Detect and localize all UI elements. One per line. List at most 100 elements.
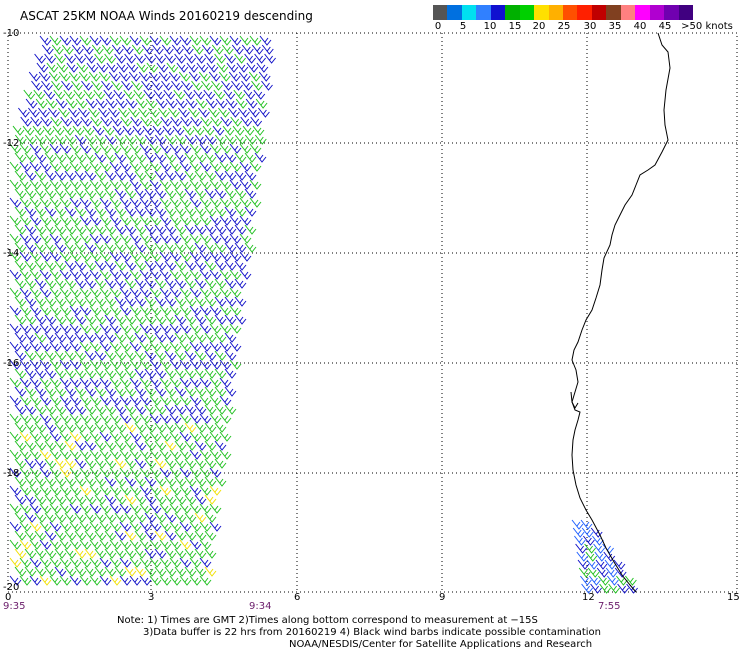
wind-barb [209,467,222,478]
wind-barb [209,521,222,532]
wind-barb [179,341,192,352]
wind-barb [184,188,197,199]
wind-barb [196,62,209,73]
wind-barb [109,251,122,262]
wind-barb [149,179,162,190]
wind-barb [39,575,52,586]
wind-barb [109,521,122,532]
legend-swatch [476,5,492,20]
wind-barb [144,494,157,505]
wind-barb [162,125,175,136]
wind-barb [154,512,167,523]
wind-barb [231,80,243,91]
wind-barb [89,161,102,172]
wind-barb [214,476,227,487]
wind-barb [109,179,122,190]
wind-barb [174,548,187,559]
wind-barb [204,404,217,415]
wind-barb [110,116,123,127]
wind-barb [79,233,92,244]
wind-barb [164,152,177,163]
wind-barb [34,458,47,469]
wind-barb [174,260,187,271]
wind-barb [29,449,42,460]
wind-barb [74,476,87,487]
note-line: NOAA/NESDIS/Center for Satellite Applica… [289,639,593,650]
wind-barb [139,395,152,406]
wind-barb [209,233,222,244]
wind-barb [84,512,97,523]
wind-barb [105,98,118,109]
legend-swatch [505,5,521,20]
wind-barb [179,197,192,208]
wind-barb [44,548,57,559]
wind-barb [49,269,62,280]
wind-barb [241,44,254,55]
wind-barb [14,170,27,181]
legend-label: 45 [658,21,672,32]
wind-barb [99,557,112,568]
wind-barb [168,107,180,118]
wind-barb [64,494,77,505]
wind-barb [219,233,232,244]
wind-barb [174,476,187,487]
wind-barb [34,494,47,505]
wind-barb [114,530,127,541]
wind-barb [44,152,57,163]
wind-barb [174,566,187,577]
wind-barb [84,440,97,451]
wind-barb [209,377,222,388]
map-title: ASCAT 25KM NOAA Winds 20160219 descendin… [20,9,313,23]
wind-barb [129,431,142,442]
island-outline [570,391,579,410]
wind-barb [64,512,77,523]
wind-barb [194,368,207,379]
wind-barb [9,539,22,550]
wind-barb [99,485,112,496]
wind-barb [99,143,112,154]
wind-barb [149,215,162,226]
wind-barb [179,377,192,388]
wind-barb [73,89,86,100]
wind-barb [34,296,47,307]
wind-barb [9,413,22,424]
wind-barb [46,62,59,73]
wind-barb [94,206,107,217]
wind-barb [79,485,92,496]
wind-barb [204,566,217,577]
wind-barb [41,80,53,91]
wind-barb [154,224,167,235]
wind-barb [64,278,77,289]
wind-barb [54,512,67,523]
wind-barb [39,143,52,154]
wind-barb [29,197,42,208]
wind-barb [89,503,102,514]
wind-barb [14,476,27,487]
wind-barb [54,152,67,163]
wind-barb [258,107,270,118]
wind-barb [39,431,52,442]
wind-barb [79,215,92,226]
wind-barb [184,350,197,361]
wind-barb [29,413,42,424]
wind-barb [164,512,177,523]
wind-barb [74,206,87,217]
wind-barb [132,125,145,136]
wind-barb [114,152,127,163]
wind-barb [199,269,212,280]
wind-barb [204,440,217,451]
wind-barb [34,242,47,253]
wind-barb [124,224,137,235]
wind-barb [134,314,147,325]
wind-barb [179,557,192,568]
wind-barb [135,98,148,109]
wind-barb [119,557,132,568]
time-label: 7:55 [598,601,620,612]
wind-barb [583,535,595,546]
wind-barb [29,377,42,388]
wind-barb [219,395,232,406]
wind-barb [248,107,260,118]
wind-barb [34,548,47,559]
wind-barb [179,233,192,244]
wind-barb [229,305,242,316]
